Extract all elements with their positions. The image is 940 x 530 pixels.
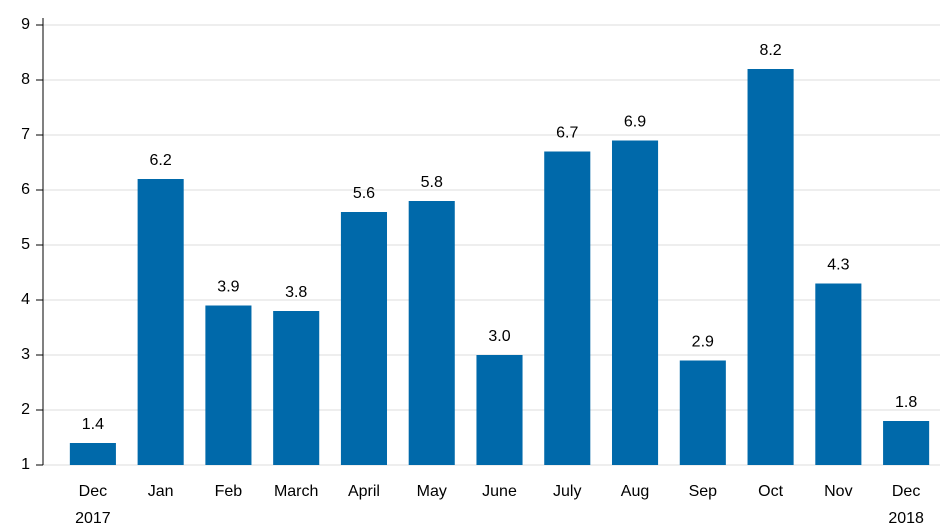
x-tick-label-line: Aug bbox=[621, 483, 649, 500]
bar bbox=[815, 283, 862, 465]
value-label: 5.8 bbox=[421, 174, 443, 191]
x-tick-label-line: June bbox=[482, 483, 517, 500]
x-tick-label-line: Feb bbox=[215, 483, 243, 500]
x-tick-label-line: July bbox=[553, 483, 581, 500]
value-label: 6.9 bbox=[624, 114, 646, 131]
x-tick-label-line: April bbox=[348, 483, 380, 500]
bar bbox=[205, 305, 252, 465]
value-label: 6.7 bbox=[556, 125, 578, 142]
x-tick-label: June bbox=[482, 483, 517, 500]
x-tick-label: Jan bbox=[148, 483, 174, 500]
value-label: 5.6 bbox=[353, 185, 375, 202]
x-tick-label: Dec 2017 bbox=[75, 483, 111, 527]
value-label: 1.8 bbox=[895, 394, 917, 411]
x-tick-label: Nov bbox=[824, 483, 852, 500]
y-tick-label: 5 bbox=[21, 236, 30, 253]
x-tick-label-line: Oct bbox=[758, 483, 783, 500]
x-tick-label: Feb bbox=[215, 483, 243, 500]
x-tick-label: March bbox=[274, 483, 318, 500]
bar bbox=[137, 179, 184, 465]
y-tick-label: 4 bbox=[21, 291, 30, 308]
value-label: 3.9 bbox=[217, 279, 239, 296]
bar bbox=[340, 212, 388, 465]
y-tick-label: 6 bbox=[21, 181, 30, 198]
value-label: 6.2 bbox=[150, 152, 172, 169]
value-label: 8.2 bbox=[759, 42, 781, 59]
value-label: 4.3 bbox=[827, 257, 849, 274]
y-tick-label: 1 bbox=[21, 456, 30, 473]
x-tick-label: May bbox=[417, 483, 447, 500]
y-tick-label: 2 bbox=[21, 401, 30, 418]
bar bbox=[544, 151, 591, 465]
x-tick-label-line: March bbox=[274, 483, 318, 500]
x-tick-label-line: May bbox=[417, 483, 447, 500]
bar bbox=[273, 311, 320, 465]
x-tick-label-line: 2018 bbox=[888, 510, 924, 527]
y-tick-label: 9 bbox=[21, 16, 30, 33]
y-tick-label: 3 bbox=[21, 346, 30, 363]
x-tick-label: July bbox=[553, 483, 581, 500]
x-tick-label: Dec 2018 bbox=[888, 483, 924, 527]
x-tick-label-line: Nov bbox=[824, 483, 852, 500]
x-tick-label-line: Sep bbox=[689, 483, 718, 500]
value-label: 3.0 bbox=[488, 328, 510, 345]
bar bbox=[679, 360, 726, 465]
bar bbox=[883, 421, 930, 465]
x-tick-label-line: Dec bbox=[892, 483, 920, 500]
y-tick-label: 8 bbox=[21, 71, 30, 88]
value-label: 3.8 bbox=[285, 284, 307, 301]
x-tick-label: Oct bbox=[758, 483, 783, 500]
bar bbox=[611, 140, 659, 465]
x-tick-label-line: Jan bbox=[148, 483, 174, 500]
x-tick-label: Sep bbox=[689, 483, 718, 500]
bar bbox=[747, 69, 794, 465]
x-tick-label-line: Dec bbox=[79, 483, 107, 500]
x-tick-label: Aug bbox=[621, 483, 649, 500]
bar bbox=[408, 201, 455, 465]
value-label: 1.4 bbox=[82, 416, 104, 433]
bar bbox=[476, 355, 523, 465]
bar bbox=[69, 443, 116, 465]
x-tick-label-line: 2017 bbox=[75, 510, 111, 527]
value-label: 2.9 bbox=[692, 334, 714, 351]
y-tick-label: 7 bbox=[21, 126, 30, 143]
x-tick-label: April bbox=[348, 483, 380, 500]
